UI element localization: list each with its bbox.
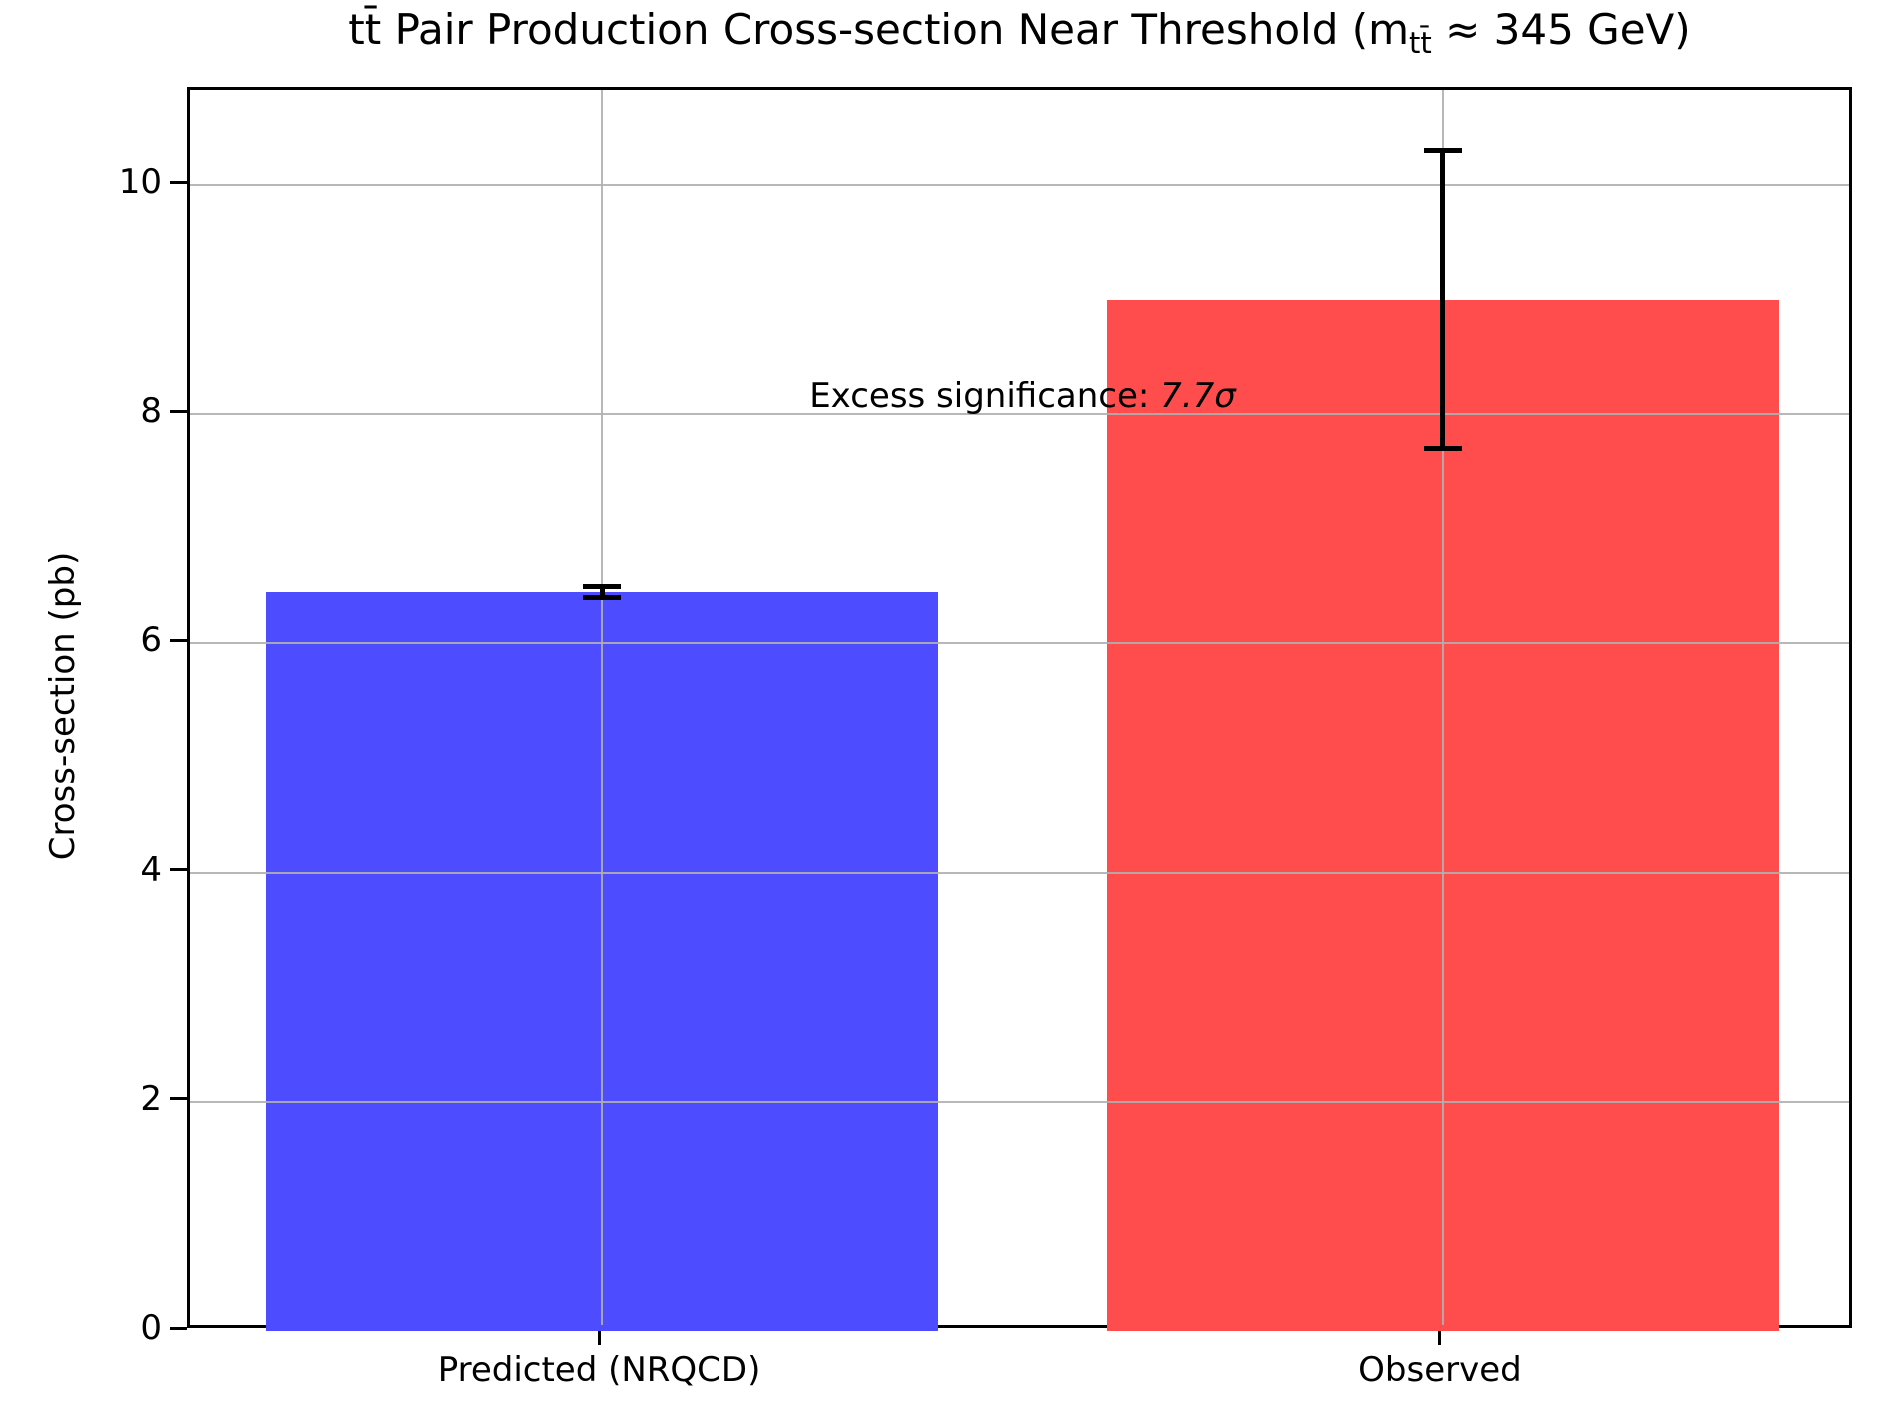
y-tick-mark — [170, 1097, 187, 1101]
y-tick-label: 0 — [140, 1308, 162, 1348]
gridline-horizontal — [190, 642, 1849, 645]
annotation-value: 7.7σ — [1160, 375, 1236, 416]
error-bar-cap — [1423, 446, 1462, 452]
error-bar-line — [1440, 150, 1446, 449]
gridline-horizontal — [190, 1100, 1849, 1103]
chart-title-suffix: ≈ 345 GeV) — [1431, 5, 1691, 54]
gridline-horizontal — [190, 184, 1849, 187]
significance-annotation: Excess significance: 7.7σ — [809, 376, 1236, 416]
error-bar-cap — [583, 583, 622, 589]
x-tick-label: Observed — [1358, 1350, 1522, 1390]
error-bar-cap — [583, 595, 622, 601]
y-tick-label: 8 — [140, 391, 162, 432]
gridline-horizontal — [190, 871, 1849, 874]
y-tick-mark — [170, 409, 187, 413]
y-tick-label: 10 — [118, 162, 162, 203]
y-tick-label: 2 — [140, 1078, 162, 1119]
gridline-vertical — [601, 90, 604, 1325]
plot-area: Excess significance: 7.7σ — [187, 87, 1852, 1331]
y-tick-mark — [170, 1326, 187, 1330]
y-tick-label: 6 — [140, 620, 162, 661]
y-tick-mark — [170, 638, 187, 642]
gridline-vertical — [1441, 90, 1444, 1325]
y-axis-label: Cross-section (pb) — [43, 551, 83, 861]
x-tick-mark — [597, 1328, 601, 1345]
gridline-horizontal — [190, 413, 1849, 416]
y-tick-label: 4 — [140, 849, 162, 890]
x-tick-label: Predicted (NRQCD) — [437, 1350, 761, 1390]
chart-title-text: tt̄ Pair Production Cross-section Near T… — [348, 5, 1410, 54]
annotation-label: Excess significance: — [809, 375, 1161, 416]
y-tick-mark — [170, 180, 187, 184]
x-tick-mark — [1438, 1328, 1442, 1345]
y-tick-mark — [170, 868, 187, 872]
error-bar-cap — [1423, 148, 1462, 154]
chart-title: tt̄ Pair Production Cross-section Near T… — [187, 4, 1852, 69]
error-bar-line — [599, 586, 605, 598]
chart-title-subscript: tt̄ — [1409, 26, 1432, 60]
